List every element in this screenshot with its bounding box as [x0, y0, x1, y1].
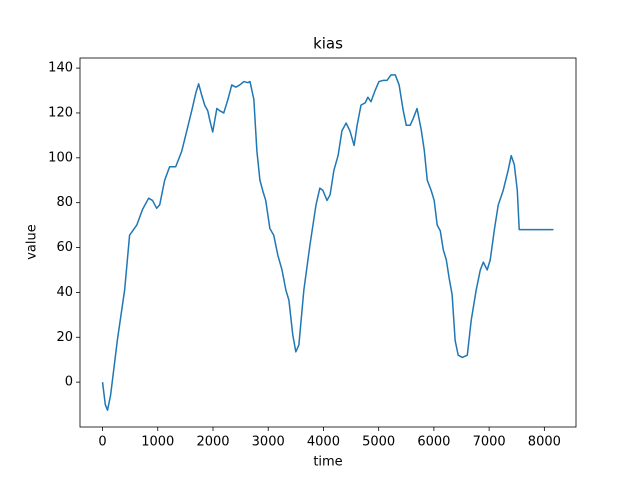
y-tick-label: 0: [65, 375, 73, 390]
x-axis-label: time: [313, 455, 342, 470]
x-tick-label: 1000: [141, 435, 174, 450]
y-tick-label: 20: [56, 330, 73, 345]
x-tick-label: 6000: [417, 435, 450, 450]
x-tick-label: 0: [98, 435, 106, 450]
x-tick-label: 3000: [252, 435, 285, 450]
y-tick-label: 100: [48, 150, 73, 165]
plot-frame: [79, 57, 577, 428]
y-tick-label: 40: [56, 285, 73, 300]
y-tick-label: 140: [48, 61, 73, 76]
y-axis-label: value: [25, 224, 40, 260]
chart-title: kias: [313, 35, 343, 53]
data-line: [101, 74, 554, 411]
y-tick-label: 60: [56, 240, 73, 255]
x-tick-label: 8000: [528, 435, 561, 450]
x-tick-label: 7000: [473, 435, 506, 450]
x-tick-label: 5000: [362, 435, 395, 450]
x-tick-label: 2000: [196, 435, 229, 450]
y-tick-label: 80: [56, 195, 73, 210]
x-tick-label: 4000: [307, 435, 340, 450]
y-tick-label: 120: [48, 105, 73, 120]
